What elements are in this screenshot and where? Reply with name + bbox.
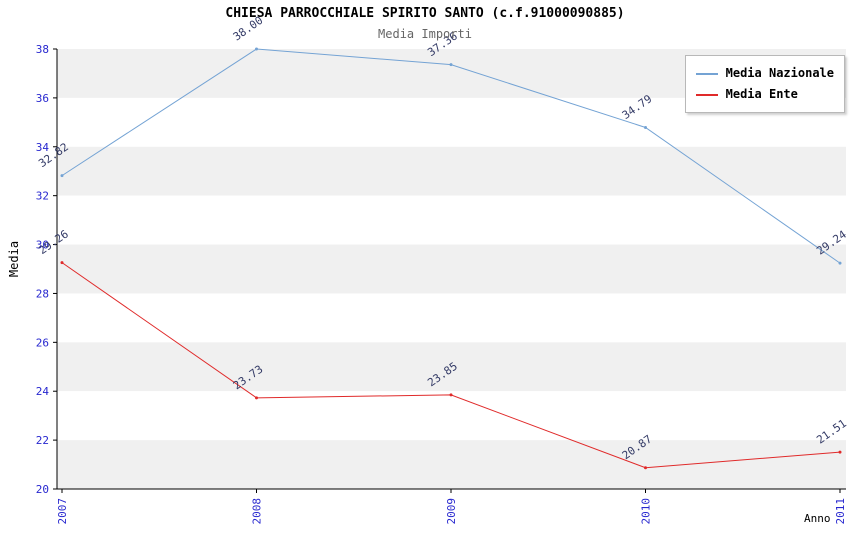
y-tick-label: 30: [36, 239, 49, 252]
grid-band: [57, 244, 846, 294]
grid-band: [57, 440, 846, 489]
y-tick-label: 22: [36, 434, 49, 447]
y-tick-label: 38: [36, 43, 49, 56]
legend-line-swatch: [695, 93, 718, 96]
x-tick-label: 2007: [56, 498, 69, 525]
data-point: [449, 63, 453, 67]
y-axis-title: Media: [7, 240, 21, 278]
grid-band: [57, 293, 846, 343]
legend-line-swatch: [695, 72, 718, 75]
chart-legend: Media Nazionale Media Ente: [684, 55, 845, 113]
legend-item-label: Media Nazionale: [725, 66, 834, 80]
data-point: [838, 261, 842, 265]
data-point: [449, 393, 453, 397]
data-point: [60, 174, 64, 178]
legend-item: Media Ente: [695, 84, 834, 105]
y-tick-label: 28: [36, 287, 49, 300]
data-point: [255, 47, 258, 51]
chart-title: CHIESA PARROCCHIALE SPIRITO SANTO (c.f.9…: [225, 6, 625, 21]
data-point: [838, 450, 842, 454]
x-axis-title: Anno: [804, 512, 831, 525]
grid-band: [57, 195, 846, 245]
y-tick-label: 36: [36, 92, 49, 105]
y-tick-label: 34: [36, 141, 50, 154]
data-point: [255, 396, 258, 400]
data-point: [644, 466, 647, 470]
y-tick-label: 32: [36, 190, 49, 203]
data-point: [60, 261, 64, 265]
legend-item-label: Media Ente: [725, 87, 798, 101]
grid-band: [57, 146, 846, 196]
y-tick-label: 20: [36, 483, 49, 496]
y-tick-label: 24: [36, 385, 50, 398]
y-tick-label: 26: [36, 336, 49, 349]
grid-band: [57, 391, 846, 441]
data-point: [644, 125, 647, 129]
x-tick-label: 2010: [640, 498, 653, 525]
x-tick-label: 2008: [251, 498, 264, 525]
chart-subtitle: Media Importi: [378, 27, 472, 41]
x-tick-label: 2011: [834, 498, 847, 525]
legend-item: Media Nazionale: [695, 63, 834, 84]
x-tick-label: 2009: [445, 498, 458, 525]
